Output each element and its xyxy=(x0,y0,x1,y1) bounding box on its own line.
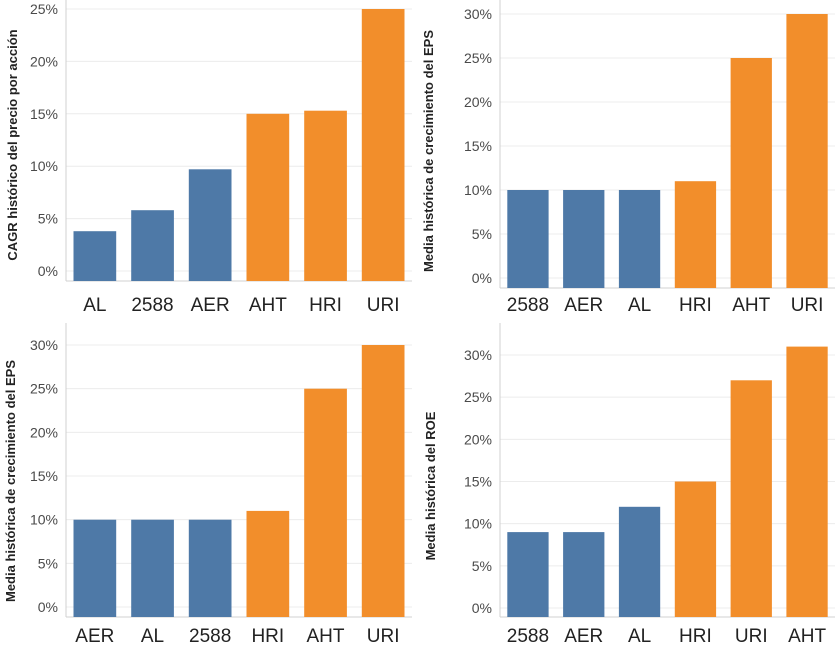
bar-URI xyxy=(730,380,772,617)
x-category-label: 2588 xyxy=(189,626,231,647)
y-tick-label: 20% xyxy=(464,94,492,110)
y-tick-label: 30% xyxy=(464,6,492,22)
bar-AL xyxy=(131,519,174,617)
y-axis-title: Media histórica del ROE xyxy=(423,411,438,560)
y-tick-label: 0% xyxy=(472,600,492,616)
y-tick-label: 15% xyxy=(30,106,58,122)
y-tick-label: 20% xyxy=(464,431,492,447)
x-category-label: AHT xyxy=(307,626,345,647)
bar-URI xyxy=(786,14,828,288)
y-tick-label: 5% xyxy=(472,558,492,574)
y-axis-title: Media histórica de crecimiento del EPS xyxy=(421,30,436,272)
x-category-label: HRI xyxy=(309,295,342,316)
x-category-label: AER xyxy=(564,626,603,647)
bar-AER xyxy=(563,532,605,617)
y-tick-label: 10% xyxy=(464,182,492,198)
bar-AHT xyxy=(730,58,772,288)
y-tick-label: 25% xyxy=(464,389,492,405)
bar-AL xyxy=(73,231,117,281)
bar-2588 xyxy=(188,519,232,617)
x-category-label: AL xyxy=(628,626,651,647)
bar-URI xyxy=(361,9,405,281)
chart-eps-growth-bottom: 0% 5% 10% 15% 20% 25% 30% AER AL 2588 HRI AHT URI Med… xyxy=(0,323,420,647)
y-tick-label: 15% xyxy=(464,138,492,154)
y-tick-label: 0% xyxy=(38,263,58,279)
chart-roe: 0% 5% 10% 15% 20% 25% 30% 2588 AER AL HRI URI AHT Med… xyxy=(420,323,837,647)
bar-AHT xyxy=(246,113,290,281)
y-tick-label: 0% xyxy=(38,599,58,615)
bar-2588 xyxy=(507,532,549,617)
y-tick-label: 5% xyxy=(38,211,58,227)
bar-AER xyxy=(73,519,117,617)
chart-eps-growth-top: 0% 5% 10% 15% 20% 25% 30% 2588 AER AL HRI AHT URI Med… xyxy=(420,0,837,323)
bar-2588 xyxy=(131,210,174,281)
x-category-label: AER xyxy=(191,295,230,316)
bar-HRI xyxy=(674,181,717,288)
x-category-label: HRI xyxy=(251,626,284,647)
x-category-label: AER xyxy=(75,626,114,647)
x-category-label: 2588 xyxy=(131,295,173,316)
chart-svg: 0% 5% 10% 15% 20% 25% 30% 2588 AER AL HRI URI AHT Med… xyxy=(423,323,835,647)
bar-AER xyxy=(563,190,605,288)
x-category-label: URI xyxy=(367,295,400,316)
bar-AHT xyxy=(304,388,347,617)
y-tick-label: 0% xyxy=(472,270,492,286)
y-tick-label: 10% xyxy=(464,516,492,532)
y-tick-label: 25% xyxy=(464,50,492,66)
y-axis-title: Media histórica de crecimiento del EPS xyxy=(3,360,18,602)
x-category-label: URI xyxy=(791,295,824,316)
y-tick-label: 25% xyxy=(30,381,58,397)
y-tick-label: 10% xyxy=(30,158,58,174)
chart-svg: 0% 5% 10% 15% 20% 25% AL 2588 AER AHT HRI URI CAGR h… xyxy=(5,0,412,316)
bar-2588 xyxy=(507,190,549,288)
x-category-label: AL xyxy=(141,626,164,647)
x-category-label: AHT xyxy=(788,626,826,647)
y-tick-label: 5% xyxy=(472,226,492,242)
x-category-label: URI xyxy=(735,626,768,647)
x-category-label: URI xyxy=(367,626,400,647)
bar-AHT xyxy=(786,346,828,617)
x-category-label: AHT xyxy=(249,295,287,316)
x-category-label: HRI xyxy=(679,626,712,647)
x-category-label: AL xyxy=(83,295,106,316)
bar-HRI xyxy=(674,481,717,617)
chart-svg: 0% 5% 10% 15% 20% 25% 30% AER AL 2588 HRI AHT URI Med… xyxy=(3,323,412,647)
y-tick-label: 15% xyxy=(30,468,58,484)
y-tick-label: 30% xyxy=(30,337,58,353)
y-tick-label: 30% xyxy=(464,347,492,363)
y-tick-label: 5% xyxy=(38,555,58,571)
y-tick-label: 10% xyxy=(30,512,58,528)
y-tick-label: 20% xyxy=(30,424,58,440)
bar-AER xyxy=(188,169,232,281)
y-tick-label: 15% xyxy=(464,474,492,490)
y-axis-title: CAGR histórico del precio por acción xyxy=(5,29,20,260)
x-category-label: AHT xyxy=(732,295,770,316)
y-tick-label: 20% xyxy=(30,53,58,69)
chart-price-cagr: 0% 5% 10% 15% 20% 25% AL 2588 AER AHT HRI URI CAGR h… xyxy=(0,0,420,323)
y-tick-label: 25% xyxy=(30,1,58,17)
bar-AL xyxy=(618,190,661,288)
bar-HRI xyxy=(304,110,347,281)
x-category-label: AER xyxy=(564,295,603,316)
x-category-label: AL xyxy=(628,295,651,316)
chart-svg: 0% 5% 10% 15% 20% 25% 30% 2588 AER AL HRI AHT URI Med… xyxy=(421,0,835,316)
bar-URI xyxy=(361,345,405,617)
bar-AL xyxy=(618,506,661,617)
bar-HRI xyxy=(246,510,290,617)
x-category-label: 2588 xyxy=(507,626,549,647)
x-category-label: 2588 xyxy=(507,295,549,316)
x-category-label: HRI xyxy=(679,295,712,316)
